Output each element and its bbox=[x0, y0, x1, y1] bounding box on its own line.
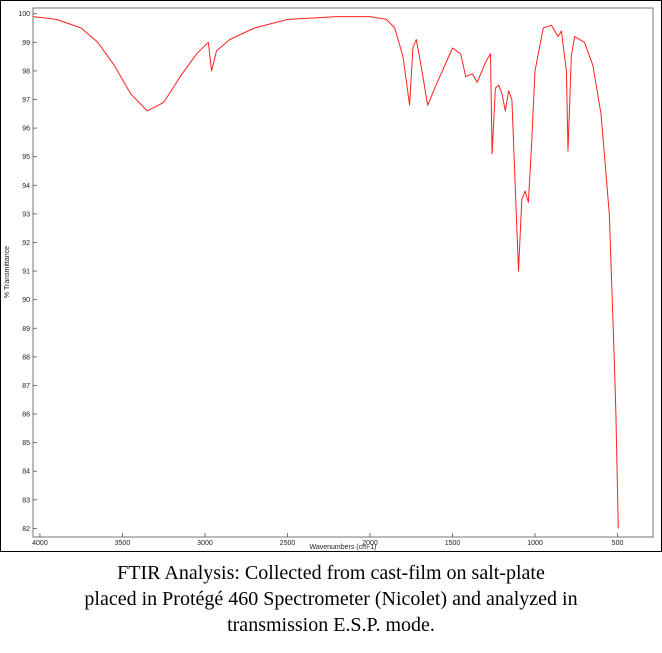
y-axis-label: % Transmittance bbox=[4, 246, 11, 298]
plot-frame bbox=[32, 7, 654, 538]
chart-border bbox=[0, 0, 662, 552]
y-tick-label: 97 bbox=[22, 97, 30, 104]
chart: Wavenumbers (cm-1) % Transmittance 82 83 8… bbox=[0, 0, 662, 552]
x-tick-label: 3000 bbox=[197, 540, 213, 547]
x-axis-label: Wavenumbers (cm-1) bbox=[309, 544, 376, 551]
y-tick-label: 84 bbox=[22, 469, 30, 476]
y-tick-label: 93 bbox=[22, 211, 30, 218]
y-tick-label: 85 bbox=[22, 440, 30, 447]
y-tick-label: 82 bbox=[22, 526, 30, 533]
y-tick-label: 99 bbox=[22, 40, 30, 47]
y-tick-label: 83 bbox=[22, 497, 30, 504]
caption-line: placed in Protégé 460 Spectrometer (Nico… bbox=[84, 588, 578, 610]
y-tick-label: 91 bbox=[22, 269, 30, 276]
x-tick-label: 1000 bbox=[527, 540, 543, 547]
y-tick-label: 90 bbox=[22, 297, 30, 304]
caption-line: FTIR Analysis: Collected from cast-film … bbox=[117, 562, 545, 584]
y-tick-label: 95 bbox=[22, 154, 30, 161]
x-tick-label: 1500 bbox=[445, 540, 461, 547]
spectrum-line bbox=[33, 16, 619, 529]
y-tick-label: 96 bbox=[22, 126, 30, 133]
caption-line: transmission E.S.P. mode. bbox=[227, 614, 435, 636]
y-tick-label: 92 bbox=[22, 240, 30, 247]
y-tick-label: 87 bbox=[22, 383, 30, 390]
x-tick-label: 2500 bbox=[280, 540, 296, 547]
y-tick-label: 88 bbox=[22, 354, 30, 361]
y-tick-label: 89 bbox=[22, 326, 30, 333]
y-tick-label: 94 bbox=[22, 183, 30, 190]
x-tick-label: 3500 bbox=[115, 540, 131, 547]
x-tick-label: 4000 bbox=[32, 540, 48, 547]
y-tick-label: 100 bbox=[18, 11, 30, 18]
y-tick-label: 86 bbox=[22, 412, 30, 419]
y-tick-label: 98 bbox=[22, 68, 30, 75]
x-tick-label: 500 bbox=[612, 540, 624, 547]
x-tick-label: 2000 bbox=[362, 540, 378, 547]
